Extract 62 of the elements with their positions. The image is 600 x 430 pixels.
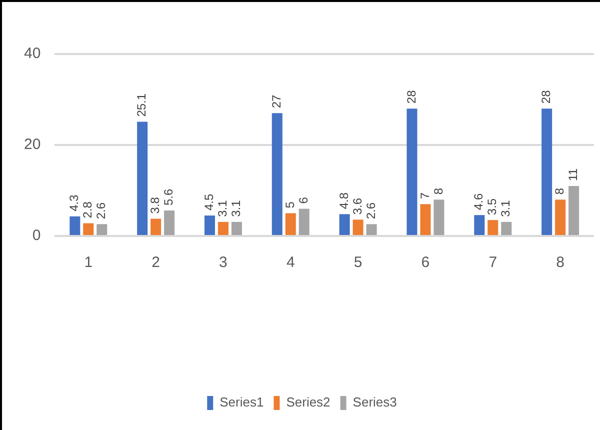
- data-label: 11: [566, 168, 580, 181]
- bar: [204, 216, 215, 235]
- data-label: 3.1: [229, 200, 244, 217]
- data-label: 3.5: [485, 198, 500, 216]
- data-label: 25.1: [134, 93, 149, 117]
- legend-label: Series2: [286, 394, 330, 410]
- data-label: 8: [431, 188, 446, 195]
- data-label: 2.6: [364, 202, 378, 220]
- x-tick-label: 3: [219, 254, 228, 272]
- bar: [501, 222, 512, 235]
- x-tick-label: 7: [488, 254, 498, 272]
- data-label: 4.8: [336, 192, 351, 210]
- bar: [474, 215, 485, 235]
- bar: [366, 224, 377, 235]
- data-label: 4.3: [67, 194, 82, 212]
- data-label: 2.8: [80, 201, 95, 218]
- y-tick-label: 40: [24, 45, 41, 62]
- bar: [542, 108, 552, 235]
- bar: [96, 224, 108, 235]
- bar: [555, 200, 566, 235]
- bar: [70, 216, 80, 235]
- x-tick-label: 8: [556, 254, 564, 272]
- x-tick-label: 1: [84, 254, 93, 272]
- bar: [164, 210, 175, 235]
- bar: [420, 204, 431, 235]
- bar: [406, 108, 418, 235]
- bar: [137, 122, 148, 235]
- data-label: 2.6: [94, 202, 108, 220]
- x-tick-label: 4: [286, 254, 295, 272]
- x-tick-label: 5: [354, 254, 362, 272]
- legend-label: Series1: [220, 394, 264, 410]
- bar: [231, 222, 242, 235]
- bar: [218, 222, 228, 235]
- bar: [83, 223, 94, 235]
- data-label: 5: [282, 201, 297, 208]
- data-label: 8: [552, 188, 567, 195]
- bar: [434, 200, 444, 235]
- x-tick-label: 2: [152, 254, 160, 272]
- data-label: 28: [404, 90, 418, 104]
- data-label: 28: [539, 90, 554, 104]
- bar: [488, 220, 498, 235]
- bar: [339, 214, 350, 235]
- data-label: 27: [269, 94, 284, 108]
- data-label: 6: [296, 196, 310, 204]
- bar: [150, 218, 162, 235]
- bar: [272, 113, 282, 235]
- data-label: 4.6: [472, 193, 486, 210]
- x-tick-label: 6: [421, 254, 430, 272]
- y-tick-label: 20: [24, 136, 41, 154]
- data-label: 3.6: [350, 198, 364, 215]
- data-label: 4.5: [202, 194, 216, 211]
- data-label: 7: [418, 192, 432, 200]
- y-tick-label: 0: [32, 227, 41, 244]
- data-label: 5.6: [162, 188, 176, 206]
- bar: [352, 220, 364, 235]
- bar: [298, 208, 310, 235]
- legend-label: Series3: [352, 394, 397, 410]
- bar: [285, 213, 296, 235]
- data-label: 3.1: [216, 200, 230, 217]
- bar: [568, 186, 580, 235]
- data-label: 3.1: [498, 200, 513, 217]
- data-label: 3.8: [148, 196, 162, 214]
